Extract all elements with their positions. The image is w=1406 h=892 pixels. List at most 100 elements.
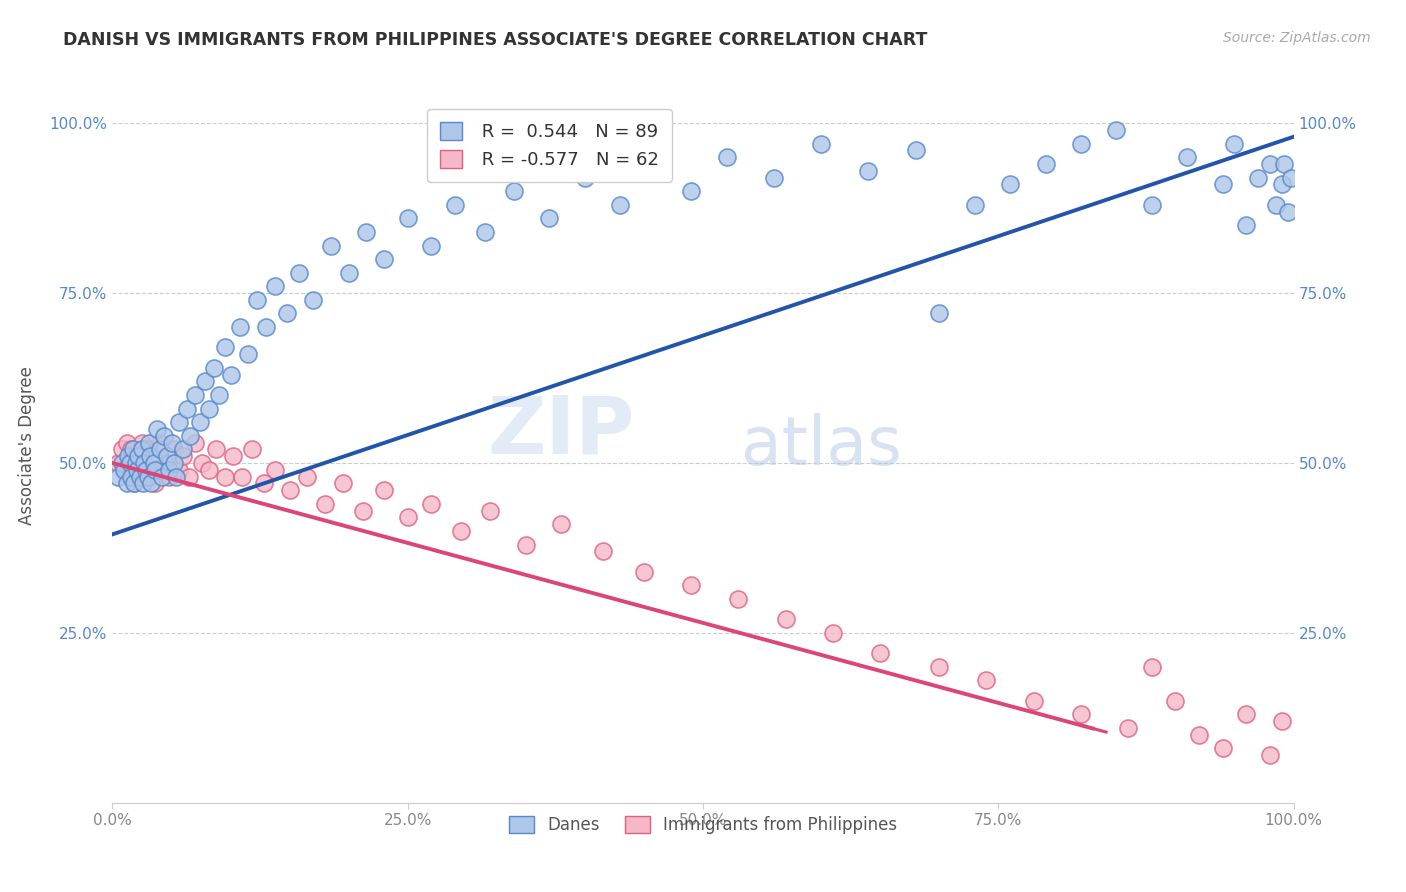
Point (963, 198, 986, 212)
Point (264, 279, 287, 293)
Point (107, 456, 129, 470)
Point (998, 178, 1021, 192)
Point (1035, 157, 1057, 171)
Point (1271, 714, 1294, 729)
Point (229, 320, 252, 334)
Point (115, 476, 138, 491)
Point (278, 483, 301, 498)
Point (1140, 198, 1163, 212)
Point (150, 469, 173, 483)
Point (356, 225, 378, 239)
Point (198, 463, 221, 477)
Point (219, 368, 242, 382)
Point (254, 320, 277, 334)
Point (1175, 150, 1198, 164)
Point (179, 429, 201, 443)
Point (1070, 707, 1092, 722)
Point (245, 293, 267, 307)
Point (1140, 660, 1163, 674)
Point (125, 456, 148, 470)
Point (775, 612, 797, 626)
Point (644, 157, 666, 171)
Point (153, 429, 176, 443)
Point (120, 456, 142, 470)
Point (214, 341, 236, 355)
Point (128, 469, 150, 483)
Point (821, 626, 844, 640)
Point (125, 449, 148, 463)
Point (319, 238, 342, 252)
Point (179, 469, 201, 483)
Point (134, 456, 156, 470)
Point (1105, 123, 1128, 137)
Point (167, 463, 190, 477)
Point (420, 238, 443, 252)
Point (165, 469, 187, 483)
Point (157, 463, 180, 477)
Point (302, 293, 325, 307)
Point (222, 449, 245, 463)
Point (118, 469, 141, 483)
Point (337, 266, 360, 280)
Point (135, 469, 157, 483)
Point (136, 442, 159, 457)
Point (231, 469, 253, 483)
Point (208, 388, 231, 402)
Point (332, 476, 354, 491)
Point (264, 463, 287, 477)
Point (121, 442, 143, 457)
Point (574, 170, 596, 185)
Point (172, 442, 194, 457)
Point (127, 456, 149, 470)
Point (214, 469, 236, 483)
Point (163, 442, 186, 457)
Point (176, 401, 198, 416)
Point (115, 435, 138, 450)
Point (194, 375, 217, 389)
Point (396, 211, 419, 226)
Point (450, 524, 472, 538)
Point (1212, 178, 1234, 192)
Point (1116, 721, 1139, 735)
Point (297, 469, 319, 483)
Point (160, 435, 183, 450)
Point (172, 449, 194, 463)
Point (120, 469, 142, 483)
Text: DANISH VS IMMIGRANTS FROM PHILIPPINES ASSOCIATE'S DEGREE CORRELATION CHART: DANISH VS IMMIGRANTS FROM PHILIPPINES AS… (63, 31, 928, 49)
Text: atlas: atlas (741, 413, 901, 479)
Point (681, 578, 703, 592)
Point (396, 510, 419, 524)
Point (1279, 170, 1302, 185)
Point (111, 442, 134, 457)
Point (550, 517, 572, 532)
Point (135, 463, 157, 477)
Point (107, 469, 129, 483)
Point (127, 463, 149, 477)
Point (1234, 707, 1257, 722)
Point (373, 483, 395, 498)
Point (633, 565, 655, 579)
Point (131, 442, 153, 457)
Point (1271, 178, 1294, 192)
Point (1272, 157, 1295, 171)
Point (727, 591, 749, 606)
Point (238, 347, 260, 361)
Point (276, 306, 298, 320)
Point (858, 163, 880, 178)
Point (146, 422, 169, 436)
Y-axis label: Associate's Degree: Associate's Degree (18, 367, 35, 525)
Point (681, 184, 703, 198)
Point (314, 497, 336, 511)
Point (120, 442, 142, 457)
Point (163, 456, 186, 470)
Point (122, 476, 145, 491)
Point (479, 503, 502, 517)
Point (1234, 218, 1257, 232)
Point (153, 456, 176, 470)
Point (474, 225, 496, 239)
Point (716, 150, 738, 164)
Point (538, 211, 561, 226)
Point (869, 646, 891, 660)
Point (592, 544, 614, 558)
Point (420, 497, 443, 511)
